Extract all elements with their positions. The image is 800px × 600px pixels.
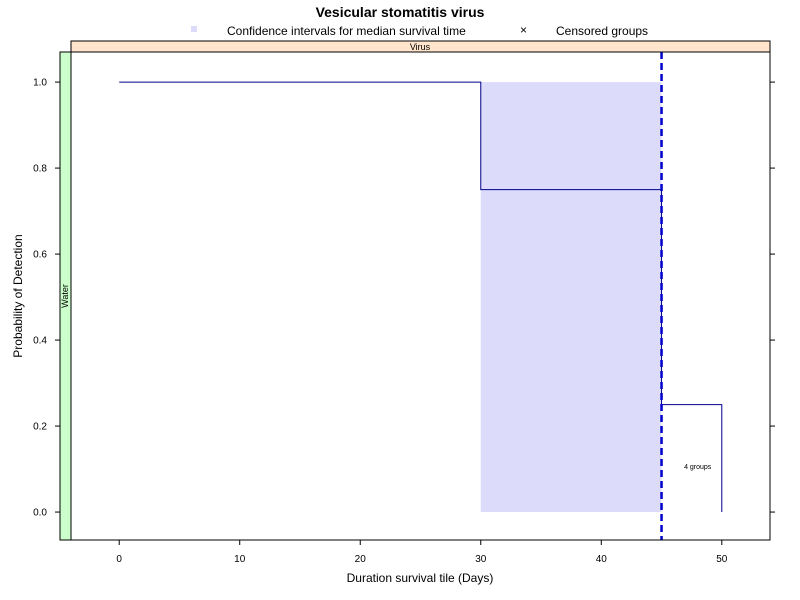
left-strip-label: Water [60, 284, 70, 308]
plot-frame [70, 51, 771, 541]
x-tick-label-4: 40 [596, 554, 608, 565]
confidence-band [480, 82, 662, 513]
left-strip: Water [59, 51, 72, 541]
x-tick-label-5: 50 [716, 554, 728, 565]
legend-censored-label: Censored groups [556, 24, 648, 38]
annotation-0: 4 groups [684, 464, 712, 471]
confidence-band-layer [480, 82, 662, 513]
y-tick-label-1: 0.2 [33, 422, 47, 433]
chart-title: Vesicular stomatitis virus [316, 4, 485, 20]
y-tick-label-0: 0.0 [33, 508, 47, 519]
legend: Confidence intervals for median survival… [191, 23, 648, 38]
annotation-layer: 4 groups [684, 464, 712, 471]
x-tick-label-2: 20 [355, 554, 367, 565]
y-tick-label-4: 0.8 [33, 164, 47, 175]
x-axis-label: Duration survival tile (Days) [347, 571, 494, 585]
y-tick-label-3: 0.6 [33, 250, 47, 261]
x-tick-label-0: 0 [116, 554, 122, 565]
y-axis-label: Probability of Detection [11, 234, 25, 357]
y-tick-label-5: 1.0 [33, 78, 47, 89]
y-tick-label-2: 0.4 [33, 336, 47, 347]
top-strip-label: Virus [410, 42, 431, 52]
x-tick-label-3: 30 [475, 554, 487, 565]
y-axis: 0.0 0.2 0.4 0.6 0.8 1.0 [33, 78, 775, 519]
legend-ci-swatch [191, 26, 197, 32]
legend-censored-symbol: × [520, 23, 527, 37]
top-strip: Virus [70, 40, 771, 53]
legend-ci-label: Confidence intervals for median survival… [227, 24, 466, 38]
x-axis: 0 10 20 30 40 50 [116, 540, 728, 565]
x-tick-label-1: 10 [234, 554, 246, 565]
